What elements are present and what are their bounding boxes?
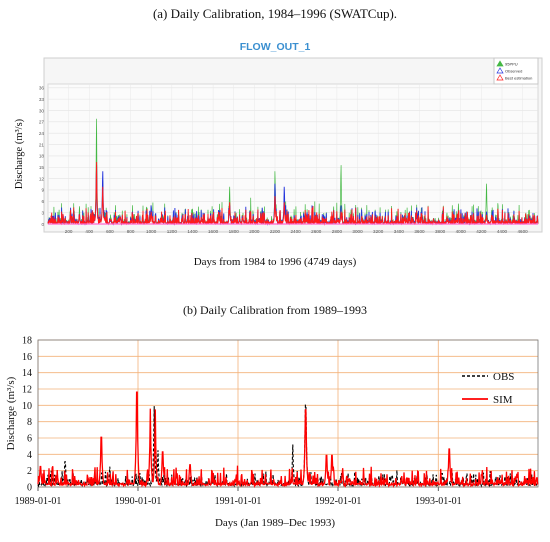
chart-a-plot-area: [47, 83, 539, 225]
chart-a-ytick-label: 27: [39, 120, 45, 125]
chart-b-xtick-label: 1990-01-01: [115, 496, 162, 507]
chart-a-ytick-label: 21: [39, 142, 45, 147]
chart-b-ytick-label: 2: [27, 466, 32, 477]
chart-a-xtick-label: 2400: [291, 229, 302, 234]
chart-a-xtick-label: 2600: [311, 229, 322, 234]
chart-a-ytick-label: 15: [39, 165, 45, 170]
chart-b-ytick-label: 16: [22, 352, 32, 363]
chart-a-legend-marker: [496, 74, 504, 81]
chart-a-xtick-label: 1000: [146, 229, 157, 234]
chart-a-xtick-label: 400: [85, 229, 93, 234]
chart-a-xtick-label: 3200: [373, 229, 384, 234]
chart-a-legend-marker: [496, 60, 504, 67]
chart-a-ytick-label: 0: [41, 222, 44, 227]
chart-a-xtick-label: 4600: [518, 229, 529, 234]
chart-a-ytick-label: 18: [39, 154, 45, 159]
chart-b-ytick-label: 12: [22, 385, 32, 396]
chart-a-ytick-label: 6: [41, 199, 44, 204]
chart-b-xtick-label: 1989-01-01: [15, 496, 62, 507]
chart-a-xtick-label: 3400: [394, 229, 405, 234]
chart-a-xtick-label: 3600: [414, 229, 425, 234]
chart-a-xtick-label: 3000: [352, 229, 363, 234]
chart-a-xlabel: Days from 1984 to 1996 (4749 days): [193, 256, 357, 268]
chart-a-ytick-label: 30: [39, 108, 45, 113]
chart-a-ytick-label: 24: [39, 131, 45, 136]
chart-a-xtick-label: 800: [127, 229, 135, 234]
chart-a-ylabel: Discharge (m³/s): [14, 118, 25, 189]
chart-a-xtick-label: 4400: [497, 229, 508, 234]
chart-b-legend-label-sim: SIM: [493, 394, 513, 406]
chart-a-xtick-label: 2800: [332, 229, 343, 234]
chart-a-xtick-label: 1200: [167, 229, 178, 234]
chart-b-ytick-label: 4: [27, 450, 32, 461]
chart-a-ytick-label: 3: [41, 210, 44, 215]
chart-a-xtick-label: 200: [65, 229, 73, 234]
chart-b-ytick-label: 6: [27, 434, 32, 445]
chart-a-xtick-label: 1400: [187, 229, 198, 234]
chart-b-title: (b) Daily Calibration from 1989–1993: [183, 303, 367, 317]
chart-a-ytick-label: 9: [41, 188, 44, 193]
chart-a-xtick-label: 4000: [456, 229, 467, 234]
chart-b-plot-border: [37, 339, 539, 488]
chart-a-xtick-label: 2200: [270, 229, 281, 234]
chart-b-ytick-label: 0: [27, 483, 32, 494]
chart-a-xtick-label: 1600: [208, 229, 219, 234]
chart-a-ytick-label: 33: [39, 97, 45, 102]
chart-a-ytick-label: 12: [39, 176, 45, 181]
chart-b-xtick-label: 1992-01-01: [315, 496, 362, 507]
chart-b-xtick-label: 1993-01-01: [415, 496, 462, 507]
chart-a-xtick-label: 600: [106, 229, 114, 234]
chart-a-ytick-label: 36: [39, 86, 45, 91]
chart-a-xtick-label: 4200: [476, 229, 487, 234]
chart-a-xtick-label: 3800: [435, 229, 446, 234]
chart-a-legend-label: Best estimation: [505, 76, 532, 81]
chart-b-legend-label-obs: OBS: [493, 371, 514, 383]
chart-b-series-sim: [37, 391, 539, 489]
chart-b-ytick-label: 8: [27, 417, 32, 428]
chart-a-legend-label: Observed: [505, 69, 522, 74]
chart-a-subtitle: FLOW_OUT_1: [239, 41, 311, 53]
chart-a-xtick-label: 1800: [229, 229, 240, 234]
chart-b-ytick-label: 10: [22, 401, 32, 412]
chart-b-ylabel: Discharge (m³/s): [5, 376, 17, 450]
chart-b-xtick-label: 1991-01-01: [215, 496, 262, 507]
chart-a-xtick-label: 2000: [249, 229, 260, 234]
chart-a-legend-label: 95PPU: [505, 62, 518, 67]
chart-b-ytick-label: 18: [22, 336, 32, 347]
chart-b-xlabel: Days (Jan 1989–Dec 1993): [214, 517, 336, 529]
chart-b-ytick-label: 14: [22, 368, 32, 379]
chart-a-title: (a) Daily Calibration, 1984–1996 (SWATCu…: [152, 6, 398, 21]
chart-a-legend-marker: [496, 67, 504, 74]
